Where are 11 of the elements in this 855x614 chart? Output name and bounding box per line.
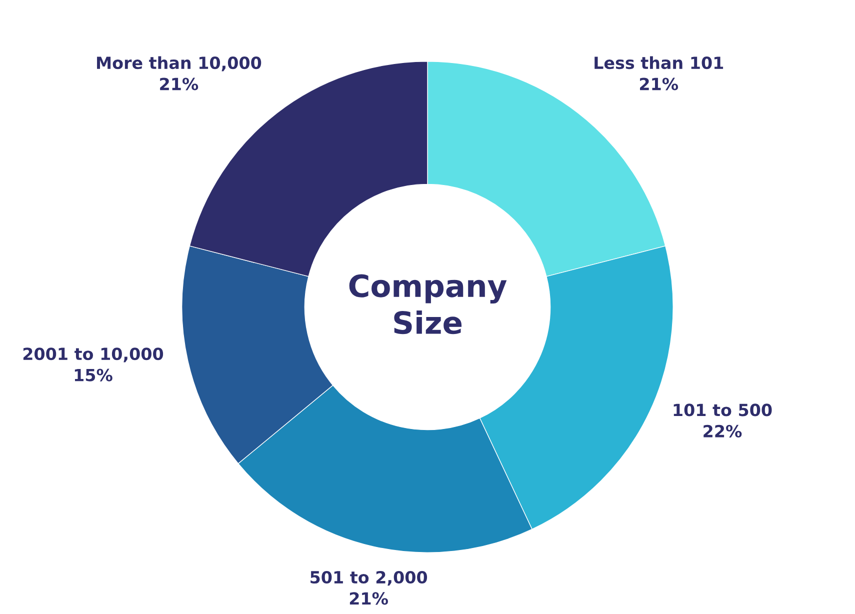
data-label: 22% <box>704 424 742 438</box>
data-label: 15% <box>74 368 112 382</box>
slice-label: 101 to 500 <box>674 404 772 416</box>
slice-label: 2001 to 10,000 <box>23 348 164 362</box>
text: Company Size <box>349 274 507 334</box>
data-label: 21% <box>160 78 198 90</box>
slice-label: More than 10,000 <box>97 56 262 72</box>
data-label: 21% <box>350 592 388 605</box>
slice-label: 501 to 2,000 <box>310 570 428 586</box>
slice-label: Less than 101 <box>594 56 724 70</box>
data-label: 21% <box>640 78 678 90</box>
